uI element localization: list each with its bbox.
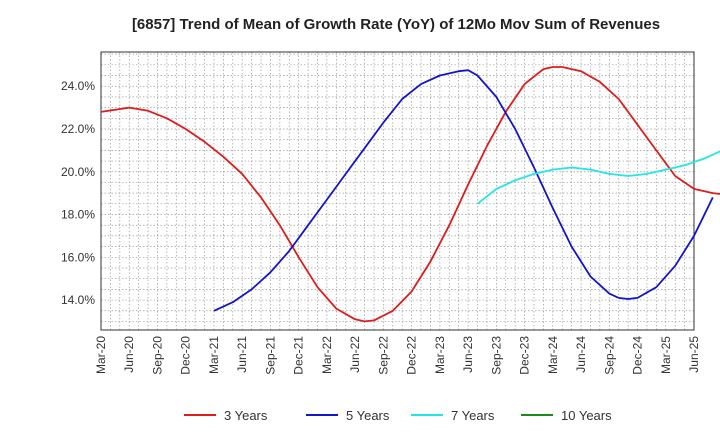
x-tick-label: Jun-25 (687, 336, 701, 373)
x-tick-label: Dec-22 (405, 336, 419, 375)
chart-title: [6857] Trend of Mean of Growth Rate (YoY… (132, 16, 660, 33)
series-lines (100, 66, 720, 323)
x-tick-label: Dec-20 (179, 336, 193, 375)
y-tick-label: 16.0% (61, 250, 95, 264)
x-tick-label: Sep-24 (602, 336, 616, 375)
x-tick-label: Mar-22 (320, 336, 334, 374)
y-tick-label: 22.0% (61, 122, 95, 136)
legend-label: 7 Years (451, 408, 495, 423)
y-axis: 14.0% 16.0% 18.0% 20.0% 22.0% 24.0% (61, 79, 95, 307)
x-tick-label: Mar-21 (207, 336, 221, 374)
x-tick-label: Sep-22 (376, 336, 390, 375)
y-tick-label: 20.0% (61, 165, 95, 179)
x-tick-label: Jun-22 (348, 336, 362, 373)
x-tick-label: Dec-24 (631, 336, 645, 375)
series-line-7-years (476, 150, 720, 205)
x-tick-label: Jun-21 (235, 336, 249, 373)
y-tick-label: 18.0% (61, 208, 95, 222)
x-tick-label: Sep-21 (263, 336, 277, 375)
x-tick-label: Mar-25 (659, 336, 673, 374)
legend: 3 Years 5 Years 7 Years 10 Years (184, 408, 612, 423)
x-tick-label: Jun-20 (122, 336, 136, 373)
x-tick-label: Mar-20 (94, 336, 108, 374)
y-tick-label: 14.0% (61, 293, 95, 307)
series-line-5-years (213, 69, 714, 312)
x-tick-label: Sep-23 (489, 336, 503, 375)
gridlines (101, 52, 694, 330)
x-tick-label: Jun-24 (574, 336, 588, 373)
legend-label: 5 Years (346, 408, 390, 423)
x-tick-label: Mar-23 (433, 336, 447, 374)
x-tick-label: Dec-21 (292, 336, 306, 375)
y-tick-label: 24.0% (61, 79, 95, 93)
x-tick-label: Dec-23 (518, 336, 532, 375)
x-tick-label: Jun-23 (461, 336, 475, 373)
x-tick-label: Mar-24 (546, 336, 560, 374)
plot-area (100, 51, 695, 331)
legend-label: 10 Years (561, 408, 612, 423)
legend-label: 3 Years (224, 408, 268, 423)
series-line-3-years (100, 66, 720, 323)
x-tick-label: Sep-20 (150, 336, 164, 375)
x-axis: Mar-20 Jun-20 Sep-20 Dec-20 Mar-21 Jun-21 Sep-… (94, 336, 701, 375)
